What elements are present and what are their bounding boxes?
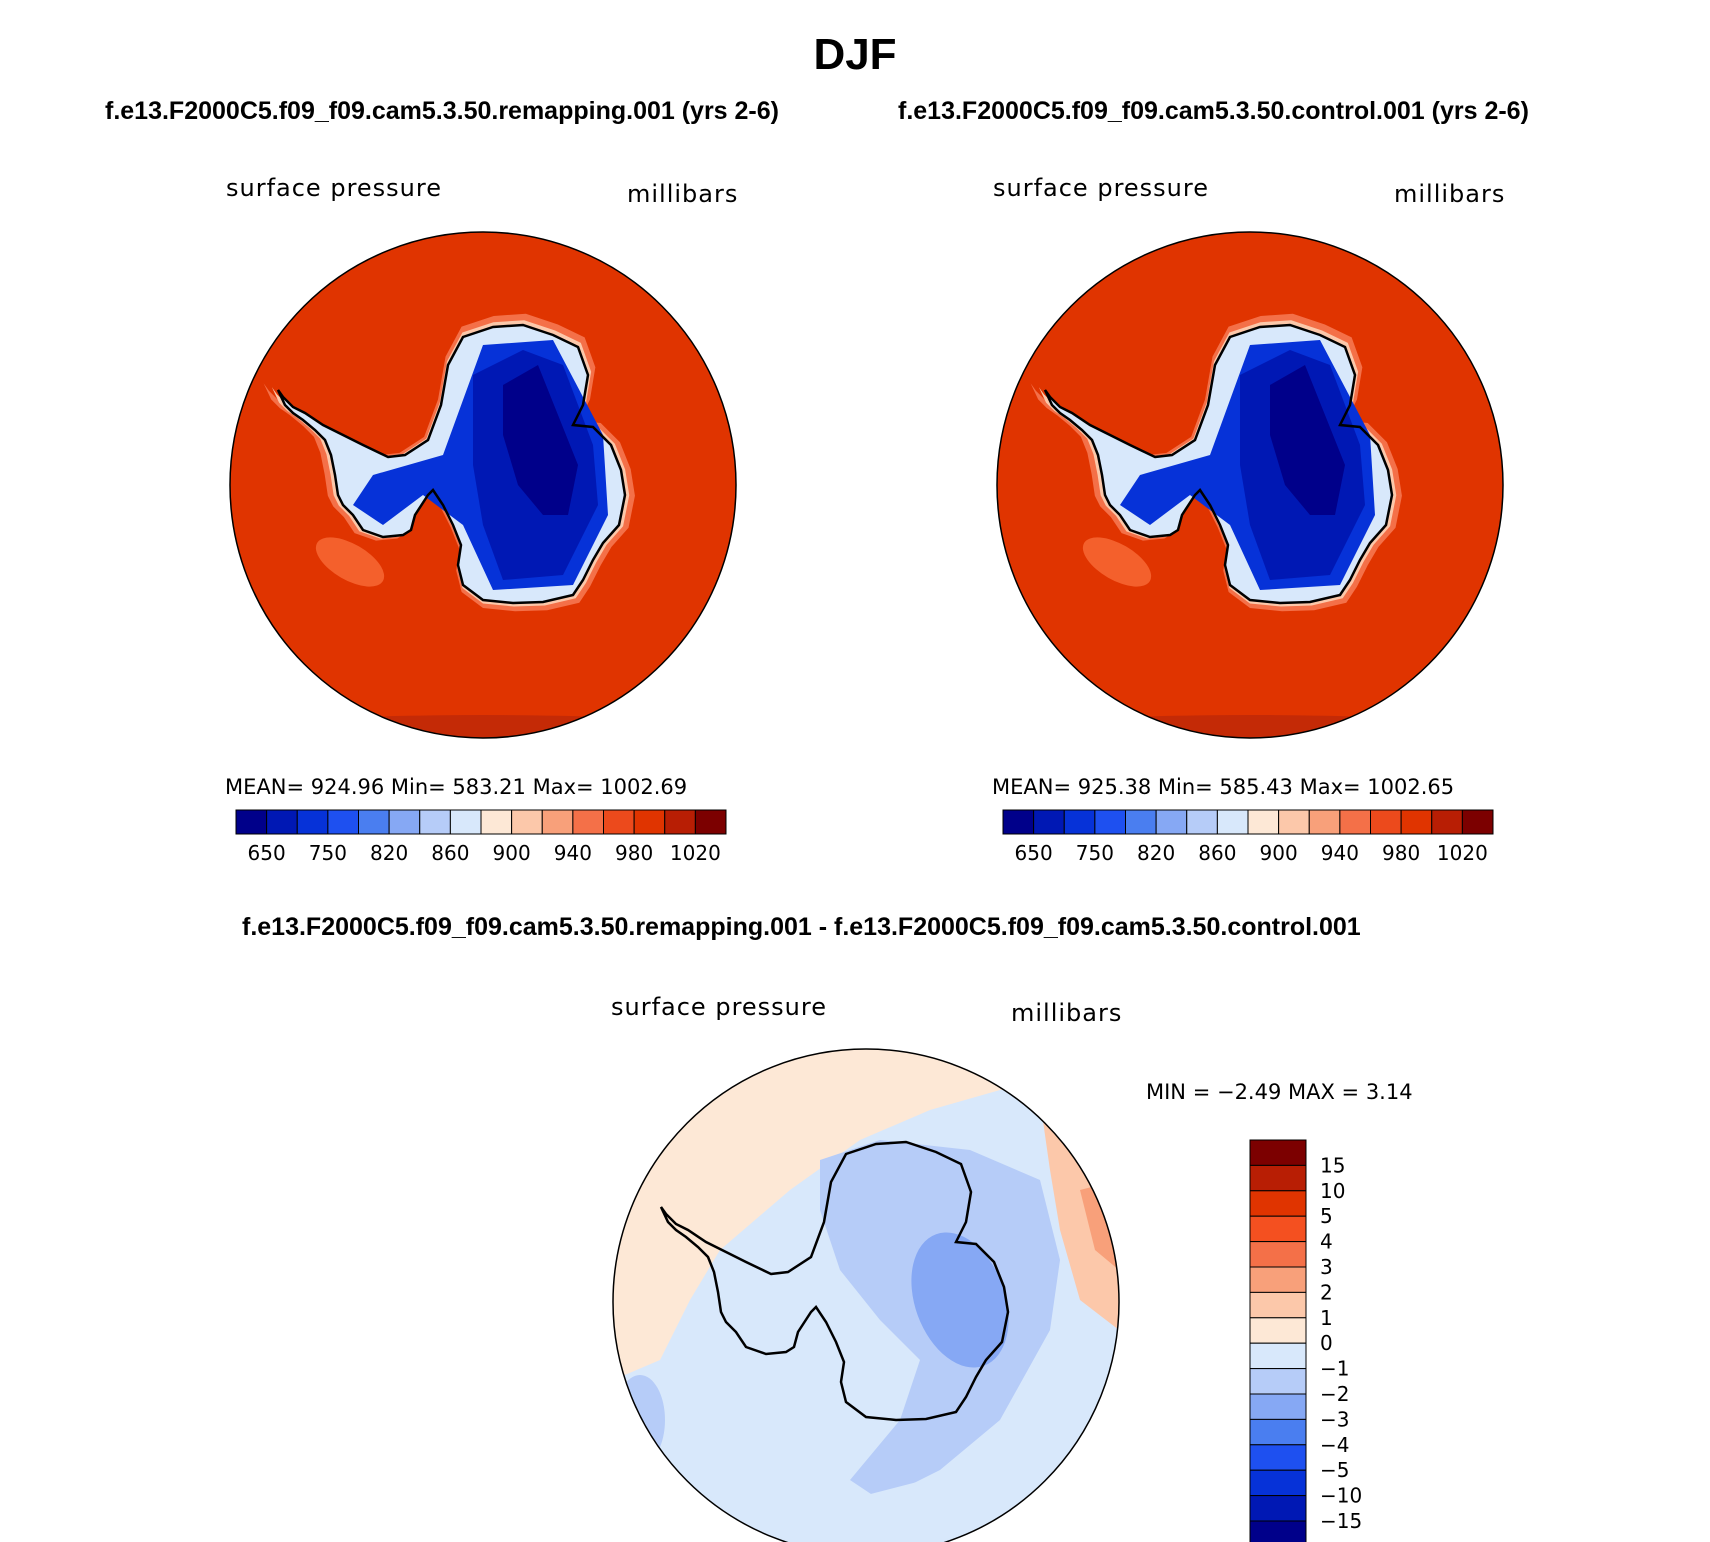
diff-colorbar-box-8: [1249, 1342, 1307, 1370]
figure-title: DJF: [813, 30, 897, 79]
panel-2-colorbar-box-6: [1186, 809, 1218, 835]
diff-colorbar-tick-label: −3: [1320, 1407, 1349, 1431]
diff-colorbar-tick-label: −5: [1320, 1458, 1349, 1482]
panel-1-subtitle: f.e13.F2000C5.f09_f09.cam5.3.50.remappin…: [105, 97, 779, 125]
diff-colorbar-box-5: [1249, 1266, 1307, 1293]
diff-colorbar-tick-label: 5: [1320, 1204, 1333, 1228]
panel-2-colorbar-tick-label: 650: [1015, 841, 1053, 865]
panel-2-colorbar-box-15: [1461, 809, 1494, 835]
panel-2-colorbar-tick-label: 860: [1198, 841, 1236, 865]
diff-panel-units-label: millibars: [1011, 999, 1123, 1027]
panel-1-colorbar-box-7: [449, 809, 482, 835]
panel-2-colorbar-box-14: [1431, 809, 1463, 835]
panel-2-stats: MEAN= 925.38 Min= 585.43 Max= 1002.65: [992, 775, 1455, 799]
panel-1-colorbar-box-11: [572, 809, 604, 835]
panel-2-colorbar-box-9: [1278, 809, 1310, 835]
panel-2-colorbar-box-3: [1094, 809, 1126, 835]
diff-colorbar-box-4: [1249, 1241, 1307, 1268]
diff-colorbar-box-2: [1249, 1190, 1307, 1217]
panel-1-stats: MEAN= 924.96 Min= 583.21 Max= 1002.69: [225, 775, 688, 799]
diff-colorbar-box-15: [1249, 1520, 1307, 1542]
diff-colorbar-box-11: [1249, 1418, 1307, 1446]
diff-colorbar-box-0: [1249, 1139, 1307, 1166]
panel-2-colorbar-box-1: [1033, 809, 1065, 835]
panel-1-colorbar-tick-label: 860: [431, 841, 469, 865]
diff-colorbar-tick-label: 1: [1320, 1306, 1333, 1330]
panel-2-colorbar-tick-label: 750: [1076, 841, 1114, 865]
diff-colorbar-tick-label: −10: [1320, 1484, 1362, 1508]
panel-2-variable-label: surface pressure: [993, 174, 1209, 202]
panel-1-colorbar-box-2: [296, 809, 329, 835]
panel-1-colorbar-box-8: [480, 809, 513, 835]
diff-colorbar-tick-label: 2: [1320, 1280, 1333, 1304]
panel-2-colorbar-box-11: [1339, 809, 1371, 835]
panel-1-colorbar-tick-label: 900: [493, 841, 531, 865]
panel-1-colorbar-tick-label: 750: [309, 841, 347, 865]
diff-colorbar-box-1: [1249, 1164, 1307, 1192]
panel-2-subtitle: f.e13.F2000C5.f09_f09.cam5.3.50.control.…: [898, 97, 1529, 125]
diff-colorbar-tick-label: 10: [1320, 1179, 1345, 1203]
panel-2-colorbar-tick-label: 820: [1137, 841, 1175, 865]
panel-1-colorbar-box-12: [603, 809, 635, 835]
panel-1-colorbar-box-10: [541, 809, 574, 835]
panel-2-colorbar-tick-label: 940: [1321, 841, 1359, 865]
panel-1-variable-label: surface pressure: [226, 174, 442, 202]
panel-1-units-label: millibars: [627, 180, 739, 208]
panel-2-colorbar-box-4: [1125, 809, 1157, 835]
panel-2-colorbar-box-2: [1063, 809, 1096, 835]
diff-colorbar-tick-label: 0: [1320, 1331, 1333, 1355]
panel-1-colorbar-tick-label: 980: [615, 841, 653, 865]
panel-2-colorbar-box-8: [1247, 809, 1280, 835]
diff-colorbar-box-3: [1249, 1215, 1307, 1243]
panel-2-units-label: millibars: [1394, 180, 1506, 208]
panel-2-colorbar-box-5: [1155, 809, 1188, 835]
panel-2-colorbar-box-10: [1308, 809, 1341, 835]
panel-1-colorbar-box-9: [511, 809, 543, 835]
panel-2-colorbar-tick-label: 980: [1382, 841, 1420, 865]
panel-1-map: [229, 231, 737, 739]
panel-2-colorbar-box-0: [1002, 809, 1035, 835]
panel-2-colorbar-tick-label: 900: [1260, 841, 1298, 865]
diff-panel-map: [612, 1048, 1120, 1542]
panel-1-colorbar-tick-label: 940: [554, 841, 592, 865]
diff-colorbar-box-9: [1249, 1368, 1307, 1395]
panel-2-colorbar-box-13: [1400, 809, 1433, 835]
panel-1-colorbar-box-4: [358, 809, 390, 835]
diff-panel-stats: MIN = −2.49 MAX = 3.14: [1146, 1080, 1413, 1104]
panel-2-colorbar-box-7: [1216, 809, 1249, 835]
panel-1-colorbar-tick-label: 820: [370, 841, 408, 865]
diff-colorbar-box-12: [1249, 1444, 1307, 1471]
panel-2-map: [996, 231, 1504, 739]
diff-colorbar-box-13: [1249, 1469, 1307, 1497]
diff-colorbar-tick-label: −2: [1320, 1382, 1349, 1406]
diff-panel-variable-label: surface pressure: [611, 993, 827, 1021]
panel-2-colorbar-box-12: [1370, 809, 1402, 835]
panel-2-colorbar-tick-label: 1020: [1437, 841, 1488, 865]
panel-1-colorbar-box-0: [235, 809, 268, 835]
panel-1-colorbar-box-14: [664, 809, 696, 835]
diff-colorbar-box-6: [1249, 1291, 1307, 1319]
panel-1-colorbar-tick-label: 1020: [670, 841, 721, 865]
panel-1-colorbar-box-6: [419, 809, 451, 835]
diff-colorbar-box-10: [1249, 1393, 1307, 1420]
diff-colorbar-tick-label: 3: [1320, 1255, 1333, 1279]
diff-colorbar-tick-label: 15: [1320, 1153, 1345, 1177]
diff-colorbar-box-7: [1249, 1317, 1307, 1344]
diff-colorbar-tick-label: −4: [1320, 1433, 1349, 1457]
panel-1-colorbar-box-1: [266, 809, 298, 835]
panel-1-colorbar-box-15: [694, 809, 727, 835]
diff-colorbar-tick-label: 4: [1320, 1230, 1333, 1254]
panel-1-colorbar-box-3: [327, 809, 359, 835]
diff-colorbar-box-14: [1249, 1495, 1307, 1522]
panel-1-colorbar-box-13: [633, 809, 666, 835]
diff-colorbar-tick-label: −15: [1320, 1509, 1362, 1533]
panel-1-colorbar-tick-label: 650: [248, 841, 286, 865]
panel-1-colorbar-box-5: [388, 809, 421, 835]
diff-colorbar-tick-label: −1: [1320, 1357, 1349, 1381]
diff-panel-subtitle: f.e13.F2000C5.f09_f09.cam5.3.50.remappin…: [242, 913, 1361, 941]
